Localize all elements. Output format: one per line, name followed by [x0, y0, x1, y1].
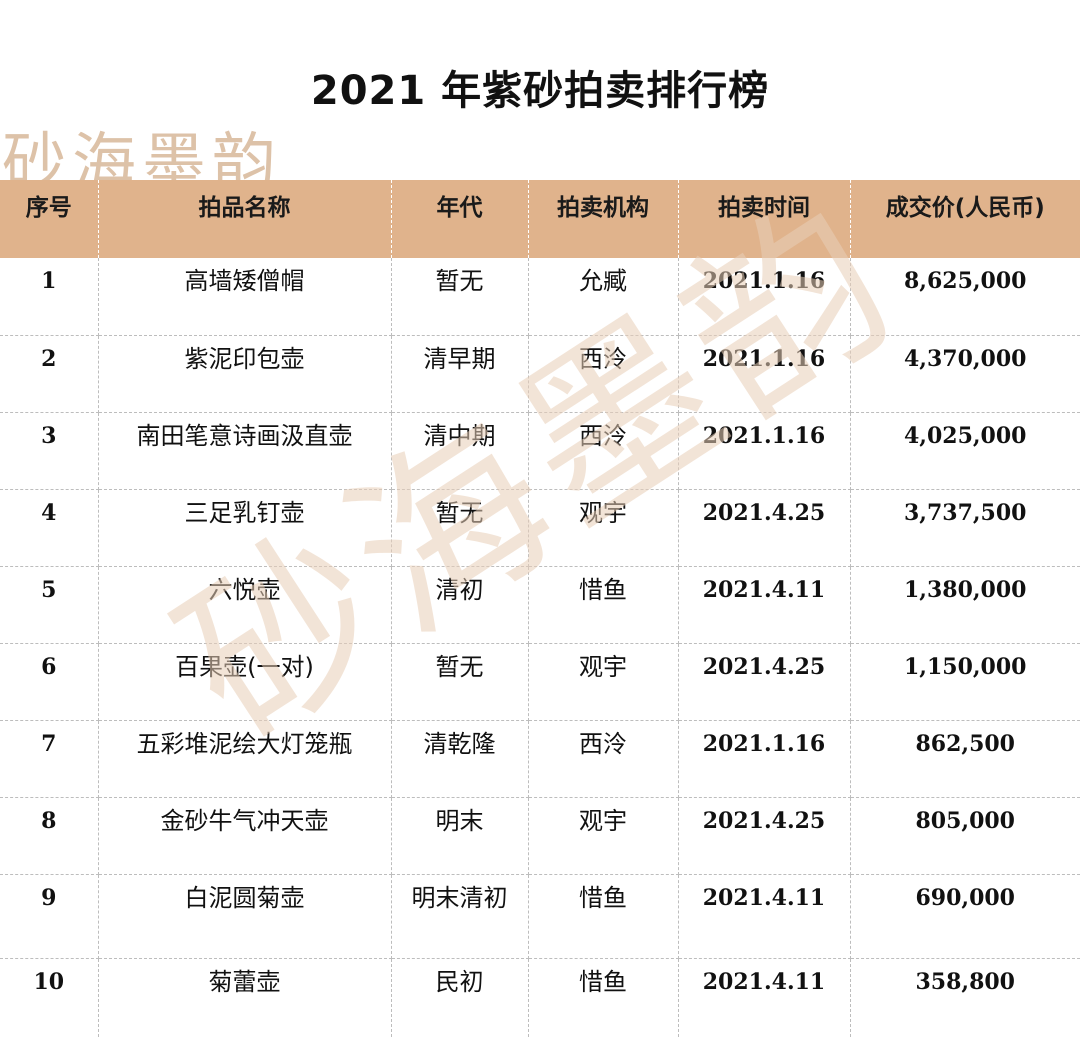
cell-no: 9 — [0, 874, 99, 959]
cell-price: 4,025,000 — [850, 412, 1080, 490]
header-house: 拍卖机构 — [528, 180, 679, 258]
cell-house: 西泠 — [528, 720, 679, 798]
cell-era: 清早期 — [391, 335, 529, 413]
cell-name: 南田笔意诗画汲直壶 — [98, 412, 392, 490]
cell-no: 6 — [0, 643, 99, 721]
cell-era: 明末 — [391, 797, 529, 875]
page-title: 2021 年紫砂拍卖排行榜 — [310, 68, 770, 114]
cell-era: 民初 — [391, 958, 529, 1037]
cell-no: 4 — [0, 489, 99, 567]
header-era: 年代 — [391, 180, 529, 258]
cell-era: 清乾隆 — [391, 720, 529, 798]
table-row: 10 菊蕾壶 民初 惜鱼 2021.4.11 358,800 — [0, 958, 1080, 1037]
cell-name: 菊蕾壶 — [98, 958, 392, 1037]
cell-house: 观宇 — [528, 797, 679, 875]
cell-house: 观宇 — [528, 643, 679, 721]
cell-date: 2021.4.11 — [678, 566, 851, 644]
cell-date: 2021.4.25 — [678, 797, 851, 875]
cell-no: 1 — [0, 258, 99, 336]
cell-era: 暂无 — [391, 489, 529, 567]
cell-no: 3 — [0, 412, 99, 490]
table-row: 9 白泥圆菊壶 明末清初 惜鱼 2021.4.11 690,000 — [0, 874, 1080, 959]
cell-house: 惜鱼 — [528, 874, 679, 959]
cell-house: 观宇 — [528, 489, 679, 567]
table-row: 8 金砂牛气冲天壶 明末 观宇 2021.4.25 805,000 — [0, 797, 1080, 875]
table-row: 1 高墙矮僧帽 暂无 允臧 2021.1.16 8,625,000 — [0, 258, 1080, 336]
table-header-row: 序号 拍品名称 年代 拍卖机构 拍卖时间 成交价(人民币) — [0, 180, 1080, 258]
cell-house: 惜鱼 — [528, 958, 679, 1037]
cell-no: 2 — [0, 335, 99, 413]
cell-era: 明末清初 — [391, 874, 529, 959]
cell-date: 2021.1.16 — [678, 258, 851, 336]
cell-date: 2021.4.25 — [678, 643, 851, 721]
cell-name: 六悦壶 — [98, 566, 392, 644]
cell-price: 8,625,000 — [850, 258, 1080, 336]
table-row: 5 六悦壶 清初 惜鱼 2021.4.11 1,380,000 — [0, 566, 1080, 644]
cell-name: 三足乳钉壶 — [98, 489, 392, 567]
header-name: 拍品名称 — [98, 180, 392, 258]
cell-price: 4,370,000 — [850, 335, 1080, 413]
cell-price: 690,000 — [850, 874, 1080, 959]
cell-name: 五彩堆泥绘大灯笼瓶 — [98, 720, 392, 798]
cell-house: 允臧 — [528, 258, 679, 336]
cell-date: 2021.4.25 — [678, 489, 851, 567]
cell-price: 1,380,000 — [850, 566, 1080, 644]
cell-era: 清中期 — [391, 412, 529, 490]
cell-name: 金砂牛气冲天壶 — [98, 797, 392, 875]
cell-name: 高墙矮僧帽 — [98, 258, 392, 336]
cell-date: 2021.4.11 — [678, 958, 851, 1037]
cell-price: 805,000 — [850, 797, 1080, 875]
cell-price: 862,500 — [850, 720, 1080, 798]
auction-ranking-table: 序号 拍品名称 年代 拍卖机构 拍卖时间 成交价(人民币) 1 高墙矮僧帽 暂无… — [0, 180, 1080, 1037]
cell-no: 5 — [0, 566, 99, 644]
table-row: 2 紫泥印包壶 清早期 西泠 2021.1.16 4,370,000 — [0, 335, 1080, 413]
cell-price: 358,800 — [915, 968, 1015, 995]
cell-price: 1,150,000 — [850, 643, 1080, 721]
cell-date: 2021.1.16 — [678, 412, 851, 490]
cell-house: 惜鱼 — [528, 566, 679, 644]
table-row: 7 五彩堆泥绘大灯笼瓶 清乾隆 西泠 2021.1.16 862,500 — [0, 720, 1080, 798]
cell-date: 2021.1.16 — [678, 335, 851, 413]
cell-name: 百果壶(一对) — [98, 643, 392, 721]
table-row: 6 百果壶(一对) 暂无 观宇 2021.4.25 1,150,000 — [0, 643, 1080, 721]
cell-name: 白泥圆菊壶 — [98, 874, 392, 959]
cell-no: 8 — [0, 797, 99, 875]
header-price: 成交价(人民币) — [885, 195, 1045, 221]
cell-house: 西泠 — [528, 335, 679, 413]
cell-no: 7 — [0, 720, 99, 798]
cell-name: 紫泥印包壶 — [98, 335, 392, 413]
table-row: 4 三足乳钉壶 暂无 观宇 2021.4.25 3,737,500 — [0, 489, 1080, 567]
cell-date: 2021.1.16 — [678, 720, 851, 798]
cell-no: 10 — [0, 958, 99, 1037]
cell-era: 暂无 — [391, 258, 529, 336]
cell-house: 西泠 — [528, 412, 679, 490]
header-date: 拍卖时间 — [678, 180, 851, 258]
cell-date: 2021.4.11 — [678, 874, 851, 959]
cell-era: 清初 — [391, 566, 529, 644]
cell-price: 3,737,500 — [850, 489, 1080, 567]
cell-era: 暂无 — [391, 643, 529, 721]
header-no: 序号 — [0, 180, 99, 258]
table-row: 3 南田笔意诗画汲直壶 清中期 西泠 2021.1.16 4,025,000 — [0, 412, 1080, 490]
